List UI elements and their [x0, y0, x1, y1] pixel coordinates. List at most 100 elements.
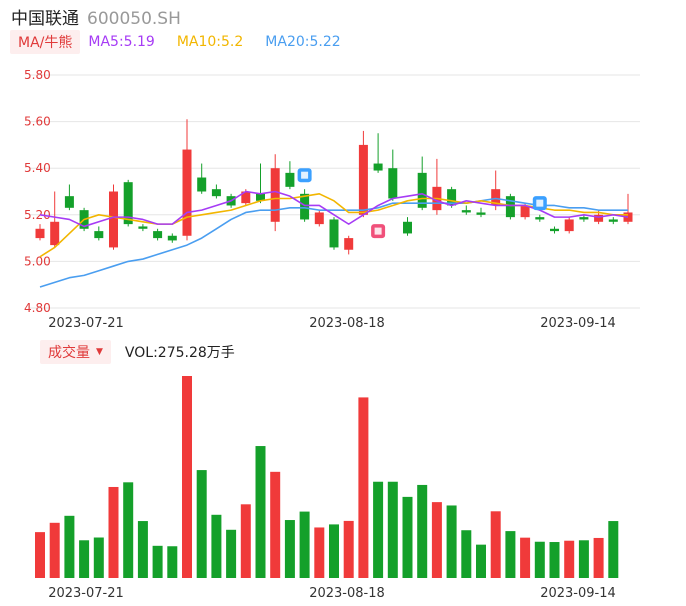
candle-body — [300, 193, 310, 220]
candle-body — [64, 196, 74, 208]
volume-bar — [299, 511, 310, 578]
volume-bar — [211, 514, 222, 578]
x-tick-label: 2023-08-18 — [309, 586, 385, 601]
candle-body — [94, 231, 104, 239]
stock-code: 600050.SH — [87, 9, 181, 29]
volume-bar — [358, 397, 369, 578]
candle-body — [109, 191, 118, 248]
candle-body — [447, 189, 457, 206]
ma10-label: MA10:5.2 — [176, 34, 244, 50]
volume-bar — [314, 527, 325, 578]
candle-body — [608, 219, 618, 222]
volume-bar — [549, 542, 560, 578]
candle-body — [123, 182, 133, 225]
volume-bar — [79, 540, 90, 578]
candle-body — [403, 221, 412, 234]
volume-bar — [520, 537, 531, 578]
volume-bar — [564, 540, 575, 578]
volume-bar — [284, 520, 295, 578]
candle-body — [138, 226, 148, 229]
volume-bar — [387, 481, 398, 578]
ma-legend: MA/牛熊 MA5:5.19 MA10:5.2 MA20:5.22 — [10, 30, 363, 54]
volume-bar — [446, 505, 457, 578]
volume-bar — [534, 541, 545, 578]
volume-bar — [64, 515, 75, 578]
volume-bar — [329, 524, 339, 578]
ma20-label: MA20:5.22 — [265, 34, 341, 50]
candle-body — [153, 231, 163, 239]
volume-bar — [167, 546, 178, 578]
x-tick-label: 2023-09-14 — [540, 586, 616, 601]
candle-body — [167, 235, 177, 241]
volume-bar — [93, 537, 104, 578]
candle-body — [50, 221, 60, 246]
y-tick-label: 4.80 — [24, 301, 51, 315]
y-tick-label: 5.40 — [24, 161, 51, 175]
candle-body — [520, 205, 530, 218]
volume-bar — [373, 481, 384, 578]
title-row: 中国联通 600050.SH — [11, 4, 181, 29]
volume-bar — [490, 511, 501, 578]
volume-bar — [402, 496, 413, 578]
volume-bar — [108, 486, 119, 578]
x-tick-label: 2023-08-18 — [309, 316, 385, 331]
volume-bar — [49, 522, 60, 578]
candle-body — [388, 168, 398, 199]
volume-bar — [152, 545, 163, 578]
volume-bar — [505, 531, 516, 578]
candle-body — [373, 163, 383, 171]
y-tick-label: 5.20 — [24, 208, 51, 222]
volume-bar — [343, 520, 354, 578]
candle-body — [358, 144, 368, 215]
volume-bar — [431, 502, 442, 578]
candle-body — [579, 217, 589, 220]
volume-bar — [593, 537, 604, 578]
y-tick-label: 5.60 — [24, 115, 51, 129]
stock-name: 中国联通 — [11, 9, 79, 29]
candle-body — [314, 212, 324, 225]
candle-body — [270, 168, 280, 222]
ma20-line — [39, 197, 628, 288]
volume-bar — [255, 446, 266, 578]
candle-body — [197, 177, 207, 192]
candle-body — [594, 214, 604, 222]
volume-legend: 成交量 ▼ VOL:275.28万手 — [40, 340, 235, 364]
candle-body — [256, 193, 265, 201]
volume-bar — [461, 530, 472, 578]
volume-bar — [417, 484, 428, 578]
candle-body — [461, 210, 471, 213]
candle-body — [491, 189, 501, 206]
candle-body — [241, 191, 251, 204]
candle-body — [182, 149, 192, 236]
x-tick-label: 2023-09-14 — [540, 316, 616, 331]
candle-body — [329, 219, 339, 248]
volume-bar — [578, 540, 589, 578]
signal-marker-glyph — [536, 199, 544, 207]
volume-bar — [123, 482, 134, 578]
caret-down-icon: ▼ — [96, 347, 103, 357]
volume-bar — [182, 376, 192, 578]
volume-bar — [270, 471, 281, 578]
y-tick-label: 5.00 — [24, 254, 51, 268]
candle-body — [344, 238, 354, 250]
volume-bar — [476, 544, 486, 578]
candle-body — [564, 219, 574, 232]
candle-body — [476, 212, 486, 215]
volume-bar — [226, 529, 237, 578]
volume-bar — [240, 504, 251, 578]
x-tick-label: 2023-07-21 — [48, 316, 124, 331]
candle-body — [550, 228, 559, 232]
y-tick-label: 5.80 — [24, 68, 51, 82]
candle-body — [35, 228, 45, 239]
volume-selector-button[interactable]: 成交量 ▼ — [40, 340, 111, 364]
signal-marker-glyph — [374, 227, 382, 235]
ma-selector-button[interactable]: MA/牛熊 — [10, 30, 81, 54]
ma5-label: MA5:5.19 — [88, 34, 155, 50]
volume-bar — [608, 521, 619, 578]
volume-bar — [35, 532, 45, 578]
volume-selector-label: 成交量 — [48, 345, 90, 361]
x-tick-label: 2023-07-21 — [48, 586, 124, 601]
candle-body — [211, 189, 221, 197]
ma5-line — [39, 190, 629, 228]
